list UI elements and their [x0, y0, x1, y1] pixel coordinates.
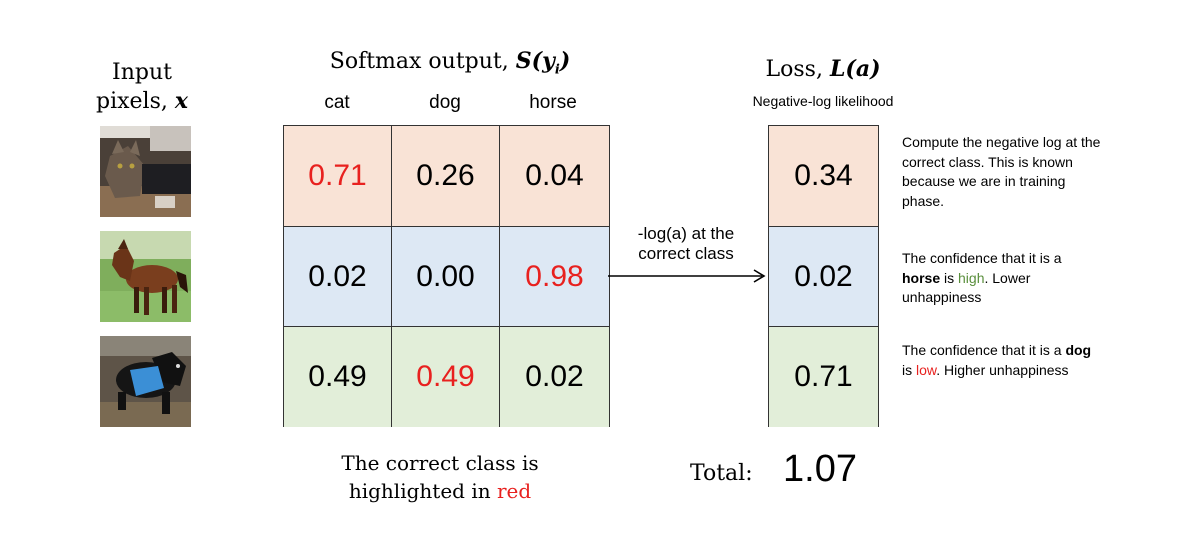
loss-grid-divider-line [769, 226, 878, 227]
loss-grid-top-line [769, 125, 878, 126]
note-text: is [902, 361, 916, 378]
total-label: Total: [690, 461, 753, 486]
loss-grid: 0.34 0.02 0.71 [768, 125, 879, 427]
softmax-row-dog-image: 0.49 0.49 0.02 [284, 327, 609, 427]
arrow-label-line2: correct class [638, 244, 734, 263]
cat-image-icon [100, 126, 191, 217]
column-label-horse: horse [529, 92, 577, 113]
note-text: . Higher unhappiness [936, 361, 1069, 378]
caption-text: highlighted in [348, 479, 497, 503]
note-negative-log: Compute the negative log at the correct … [902, 134, 1101, 209]
input-pixels-title: Input pixels, x [82, 58, 202, 116]
arrow-label-line1: -log(a) at the [637, 224, 735, 243]
note-text: The confidence that it is a [902, 250, 1062, 266]
softmax-var-sub: i [554, 62, 560, 78]
softmax-cell: 0.04 [500, 126, 609, 226]
column-label-cat: cat [324, 92, 350, 113]
dog-image-icon [100, 336, 191, 427]
input-title-line1: Input [112, 60, 172, 85]
loss-grid-divider-line [769, 326, 878, 327]
softmax-row-horse-image: 0.02 0.00 0.98 [284, 227, 609, 327]
note-text: The confidence that it is a [902, 342, 1066, 358]
softmax-cell: 0.49 [392, 327, 500, 427]
loss-cell: 0.34 [769, 126, 878, 226]
loss-var: L(a) [829, 56, 881, 82]
grid-divider-line [284, 326, 609, 327]
note-confidence-level: low [916, 361, 937, 378]
note-bold-class: dog [1065, 342, 1092, 358]
caption-line1: The correct class is [341, 451, 539, 475]
softmax-title: Softmax output, S(yi) [300, 48, 600, 77]
note-bold-class: horse [902, 269, 941, 286]
note-confidence-level: high [958, 269, 985, 286]
grid-divider-line [284, 226, 609, 227]
softmax-title-text: Softmax output, [329, 49, 516, 74]
note-dog-confidence: The confidence that it is a dog is low. … [902, 341, 1102, 380]
caption: The correct class is highlighted in red [300, 449, 580, 505]
loss-cell: 0.02 [769, 227, 878, 327]
softmax-cell: 0.00 [392, 227, 500, 327]
caption-red-word: red [496, 479, 532, 503]
softmax-var-close: ) [559, 48, 571, 74]
softmax-cell: 0.02 [284, 227, 392, 327]
arrow-right-icon [608, 269, 766, 283]
loss-title: Loss, L(a) [740, 56, 906, 82]
input-title-line2: pixels, x [82, 87, 202, 116]
softmax-cell: 0.26 [392, 126, 500, 226]
note-text: is [940, 269, 959, 286]
loss-subtitle: Negative-log likelihood [752, 93, 894, 109]
note-text: . Lower unhappiness [902, 269, 1031, 306]
loss-title-text: Loss, [765, 57, 830, 82]
column-label-dog: dog [429, 92, 461, 113]
softmax-cell: 0.02 [500, 327, 609, 427]
softmax-cell: 0.49 [284, 327, 392, 427]
grid-top-line [284, 125, 609, 126]
softmax-var: S(y [515, 48, 555, 74]
note-horse-confidence: The confidence that it is a horse is hig… [902, 249, 1102, 308]
softmax-grid: 0.71 0.26 0.04 0.02 0.00 0.98 0.49 0.49 … [283, 125, 610, 427]
softmax-cell: 0.98 [500, 227, 609, 327]
arrow-label: -log(a) at the correct class [624, 224, 748, 264]
input-var-x: x [174, 88, 188, 114]
input-title-text: pixels, [96, 89, 175, 114]
loss-cell: 0.71 [769, 327, 878, 427]
horse-image-icon [100, 231, 191, 322]
caption-line2: highlighted in red [300, 477, 580, 505]
softmax-row-cat-image: 0.71 0.26 0.04 [284, 126, 609, 226]
total-value: 1.07 [783, 448, 857, 490]
softmax-cell: 0.71 [284, 126, 392, 226]
